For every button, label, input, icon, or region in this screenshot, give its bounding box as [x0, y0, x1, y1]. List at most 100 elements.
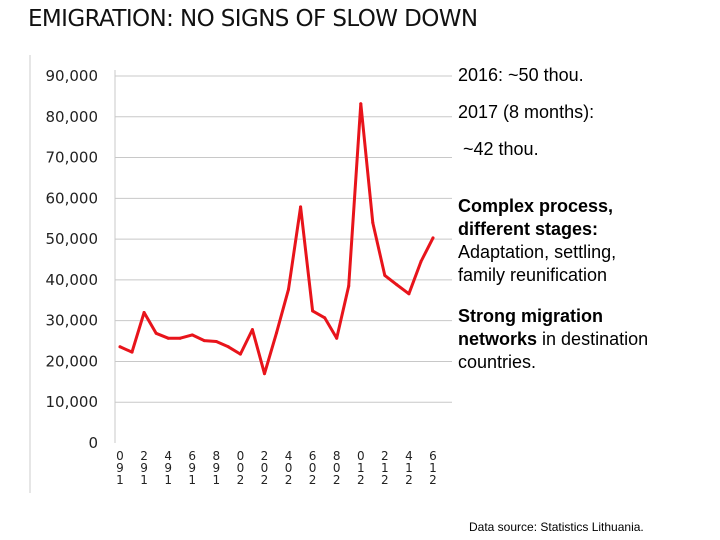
x-tick-glyph: 2 — [405, 473, 413, 487]
data-point — [262, 372, 266, 376]
x-tick-label: 691 — [188, 449, 196, 487]
strong-migration-line: Strong migration — [458, 306, 603, 326]
data-point — [287, 287, 291, 291]
data-point — [154, 331, 158, 335]
y-tick-label: 10,000 — [46, 393, 99, 411]
x-tick-label: 012 — [357, 449, 365, 487]
x-tick-glyph: 0 — [237, 449, 245, 463]
y-tick-label: 50,000 — [46, 230, 99, 248]
x-tick-glyph: 8 — [333, 449, 341, 463]
data-point — [118, 345, 122, 349]
x-tick-label: 091 — [116, 449, 124, 487]
data-point — [299, 205, 303, 209]
stat-2017-value: ~42 thou. — [458, 139, 539, 159]
y-tick-label: 60,000 — [46, 189, 99, 207]
data-point — [311, 309, 315, 313]
y-tick-label: 90,000 — [46, 67, 99, 85]
x-tick-label: 412 — [405, 449, 413, 487]
x-tick-glyph: 4 — [164, 449, 172, 463]
stat-2016: 2016: ~50 thou. — [458, 65, 584, 85]
x-tick-glyph: 9 — [116, 461, 124, 475]
y-tick-label: 20,000 — [46, 352, 99, 370]
x-tick-glyph: 0 — [285, 461, 293, 475]
x-tick-label: 491 — [164, 449, 172, 487]
data-point — [275, 331, 278, 335]
x-tick-glyph: 0 — [333, 461, 341, 475]
data-point — [214, 339, 218, 343]
x-tick-glyph: 2 — [140, 449, 148, 463]
page-title: EMIGRATION: NO SIGNS OF SLOW DOWN — [28, 6, 478, 32]
x-tick-glyph: 1 — [140, 473, 148, 487]
x-tick-glyph: 9 — [188, 461, 196, 475]
data-point — [383, 273, 387, 277]
x-tick-glyph: 9 — [164, 461, 172, 475]
x-tick-glyph: 2 — [333, 473, 341, 487]
networks-word: networks — [458, 329, 538, 349]
x-tick-label: 202 — [261, 449, 269, 487]
data-point — [371, 221, 375, 225]
x-tick-glyph: 6 — [429, 449, 437, 463]
x-tick-glyph: 2 — [309, 473, 317, 487]
x-tick-glyph: 0 — [261, 461, 269, 475]
y-tick-label: 0 — [88, 434, 98, 452]
x-tick-glyph: 2 — [261, 449, 269, 463]
data-point — [250, 328, 254, 332]
destination-text: in destination — [537, 329, 649, 349]
x-tick-glyph: 6 — [309, 449, 317, 463]
different-stages-line: different stages: — [458, 219, 599, 239]
x-tick-label: 891 — [212, 449, 220, 487]
data-point — [407, 292, 411, 296]
x-tick-glyph: 0 — [237, 461, 245, 475]
x-tick-label: 291 — [140, 449, 148, 487]
x-tick-label: 002 — [237, 449, 245, 487]
side-text-panel: 2016: ~50 thou. 2017 (8 months): ~42 tho… — [458, 64, 720, 374]
x-tick-glyph: 9 — [212, 461, 220, 475]
data-point — [202, 339, 206, 343]
x-tick-label: 802 — [333, 449, 341, 487]
networks-line: networks in destination — [458, 328, 720, 351]
data-point — [166, 336, 170, 340]
x-tick-glyph: 1 — [116, 473, 124, 487]
data-point — [130, 350, 134, 354]
data-point — [335, 336, 339, 340]
data-point — [238, 352, 242, 356]
plot-area — [30, 55, 452, 493]
x-tick-glyph: 0 — [309, 461, 317, 475]
x-tick-glyph: 1 — [429, 461, 437, 475]
data-point — [142, 311, 146, 315]
x-tick-glyph: 6 — [188, 449, 196, 463]
data-source-note: Data source: Statistics Lithuania. — [469, 520, 644, 534]
x-tick-glyph: 1 — [188, 473, 196, 487]
y-tick-label: 80,000 — [46, 108, 99, 126]
data-point — [178, 336, 182, 340]
x-tick-glyph: 4 — [405, 449, 413, 463]
y-tick-label: 30,000 — [46, 312, 99, 330]
x-tick-glyph: 2 — [381, 449, 389, 463]
data-point — [431, 236, 435, 240]
adaptation-line: Adaptation, settling, — [458, 242, 617, 262]
countries-line: countries. — [458, 352, 537, 372]
data-point — [359, 102, 363, 106]
data-point — [419, 260, 423, 264]
reunification-line: family reunification — [458, 265, 608, 285]
x-tick-label: 212 — [381, 449, 389, 487]
x-tick-glyph: 1 — [357, 461, 365, 475]
data-point — [347, 284, 351, 288]
x-tick-glyph: 1 — [164, 473, 172, 487]
x-tick-glyph: 4 — [285, 449, 293, 463]
networks-paragraph: Strong migration networks in destination… — [458, 305, 720, 374]
x-tick-label: 612 — [429, 449, 437, 487]
data-point — [323, 316, 327, 320]
y-tick-label: 40,000 — [46, 271, 99, 289]
y-tick-label: 70,000 — [46, 149, 99, 167]
x-tick-glyph: 0 — [116, 449, 124, 463]
x-tick-glyph: 0 — [357, 449, 365, 463]
x-tick-glyph: 2 — [357, 473, 365, 487]
x-tick-glyph: 2 — [261, 473, 269, 487]
data-point — [395, 283, 399, 287]
data-point — [226, 345, 230, 349]
x-tick-glyph: 2 — [381, 473, 389, 487]
x-tick-glyph: 2 — [285, 473, 293, 487]
x-tick-label: 402 — [285, 449, 293, 487]
x-tick-glyph: 1 — [381, 461, 389, 475]
